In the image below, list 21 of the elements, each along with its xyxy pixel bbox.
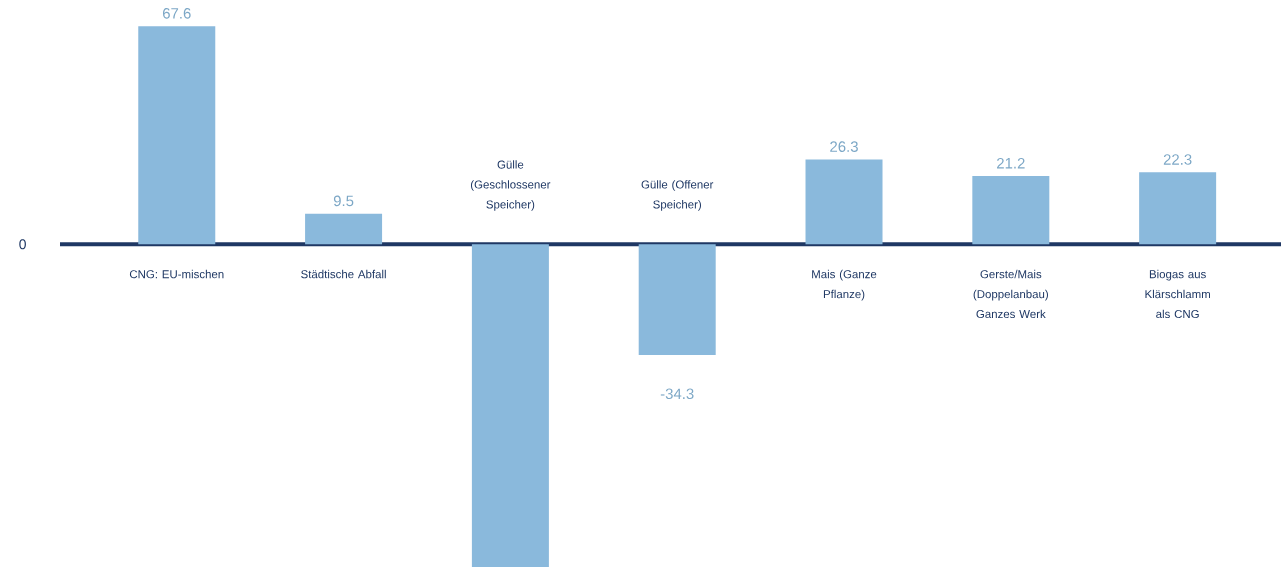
bar [471,244,549,567]
bar [805,159,883,245]
x-tick-label: Mais (Ganze Pflanze) [812,269,877,301]
bar [638,244,716,355]
x-tick-label: Biogas aus Klärschlamm als CNG [1145,269,1210,319]
x-tick-label: Gülle (Geschlossener Speicher) [470,160,551,211]
data-label: 67.6 [162,8,191,19]
bar [138,26,216,245]
data-label: 22.3 [1163,154,1192,165]
data-label: 9.5 [333,195,354,207]
x-tick-label: CNG: EU-mischen [129,269,224,279]
bar [1139,172,1217,245]
data-label: 21.2 [997,157,1025,169]
data-label: 26.3 [830,141,858,152]
bar [972,175,1050,245]
data-label: -34.3 [660,388,694,400]
bar [305,213,383,245]
x-tick-label: Städtische Abfall [301,269,386,279]
x-tick-label: Gerste/Mais (Doppelanbau) Ganzes Werk [973,269,1048,319]
text: 0 [19,239,26,250]
x-tick-label: Gülle (Offener Speicher) [641,180,714,211]
